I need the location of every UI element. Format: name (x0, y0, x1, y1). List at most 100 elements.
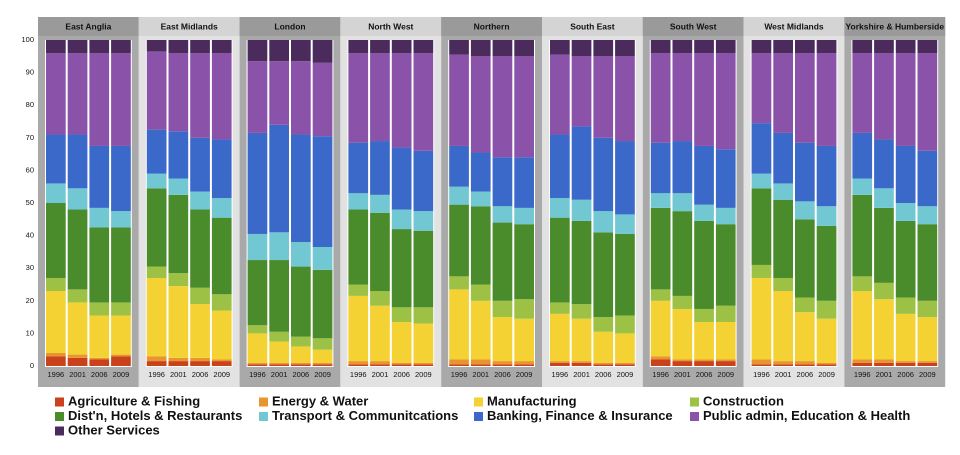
bar-segment (89, 207, 110, 228)
bar-segment (816, 206, 837, 226)
bar-segment (111, 211, 131, 228)
bar-segment (492, 300, 513, 318)
bar-segment (751, 40, 772, 54)
bar-segment (67, 40, 88, 54)
bar-segment (895, 220, 916, 298)
bar-segment (650, 300, 671, 357)
panel-header (239, 17, 341, 36)
bar-segment (795, 364, 815, 366)
bar-segment (413, 211, 434, 231)
x-tick-label: 2001 (573, 370, 590, 379)
bar-segment (269, 364, 289, 366)
bar-segment (269, 124, 289, 233)
bar-segment (247, 40, 268, 62)
bar-segment (111, 53, 131, 146)
bar-segment (773, 364, 793, 366)
bar-segment (895, 361, 916, 363)
bar-segment (672, 361, 693, 366)
bar-segment (571, 56, 592, 127)
bar-segment (514, 361, 534, 365)
bar-segment (650, 53, 671, 143)
bar-segment (694, 359, 714, 362)
bar-segment (715, 321, 736, 360)
bar-segment (470, 300, 491, 360)
bar-segment (413, 230, 434, 308)
bar-segment (46, 277, 66, 292)
bar-segment (247, 233, 268, 261)
bar-segment (391, 209, 412, 230)
bar-segment (391, 229, 412, 308)
bar-segment (449, 186, 469, 205)
panel-header (743, 17, 845, 36)
bar-segment (168, 273, 189, 287)
bar-segment (89, 315, 110, 358)
legend-swatch (55, 426, 64, 436)
bar-segment (247, 132, 268, 234)
bar-segment (370, 364, 390, 366)
bar-segment (895, 297, 916, 314)
bar-segment (816, 145, 837, 207)
bar-segment (391, 53, 412, 148)
bar-segment (514, 157, 534, 208)
x-tick-label: 2006 (192, 370, 209, 379)
bar-segment (89, 359, 110, 366)
bar-segment (571, 361, 592, 363)
bar-segment (269, 232, 289, 261)
y-tick-label: 50 (26, 198, 34, 207)
bar-segment (816, 300, 837, 319)
bar-segment (615, 233, 635, 316)
bar-segment (715, 207, 736, 225)
bar-segment (111, 354, 131, 357)
bar-segment (413, 362, 434, 365)
bar-segment (413, 150, 434, 212)
bar-segment (571, 362, 592, 366)
bar-segment (593, 137, 614, 212)
x-tick-label: 2001 (271, 370, 288, 379)
bar-segment (816, 318, 837, 363)
bar-segment (852, 276, 873, 292)
bar-segment (470, 364, 491, 366)
bar-segment (190, 287, 210, 305)
bar-segment (492, 317, 513, 362)
bar-segment (470, 40, 491, 57)
bar-segment (46, 203, 66, 278)
bar-segment (470, 191, 491, 207)
bar-segment (895, 313, 916, 362)
group-label: North West (368, 21, 413, 31)
bar-segment (593, 317, 614, 332)
bar-segment (449, 359, 469, 365)
bar-segment (67, 354, 88, 358)
bar-segment (89, 227, 110, 303)
bar-segment (715, 305, 736, 322)
bar-segment (715, 149, 736, 208)
bar-segment (211, 217, 232, 295)
x-tick-label: 2001 (69, 370, 86, 379)
bar-segment (348, 193, 369, 210)
bar-segment (514, 318, 534, 362)
bar-segment (470, 206, 491, 285)
bar-segment (715, 40, 736, 54)
bar-segment (852, 362, 873, 366)
bar-segment (672, 295, 693, 309)
bar-segment (672, 211, 693, 296)
bar-segment (751, 364, 772, 366)
bar-segment (449, 54, 469, 146)
bar-segment (550, 313, 570, 362)
bar-segment (67, 188, 88, 210)
bar-segment (348, 295, 369, 362)
bar-segment (694, 308, 714, 322)
bar-segment (650, 142, 671, 194)
bar-segment (773, 183, 793, 200)
bar-segment (874, 139, 894, 189)
bar-segment (247, 362, 268, 365)
bar-segment (795, 361, 815, 365)
bar-segment (593, 56, 614, 138)
x-tick-label: 2006 (293, 370, 310, 379)
bar-segment (593, 331, 614, 363)
bar-segment (751, 264, 772, 278)
bar-segment (773, 40, 793, 54)
x-tick-label: 2009 (113, 370, 130, 379)
bar-segment (247, 333, 268, 363)
bar-segment (615, 214, 635, 234)
bar-segment (852, 291, 873, 360)
